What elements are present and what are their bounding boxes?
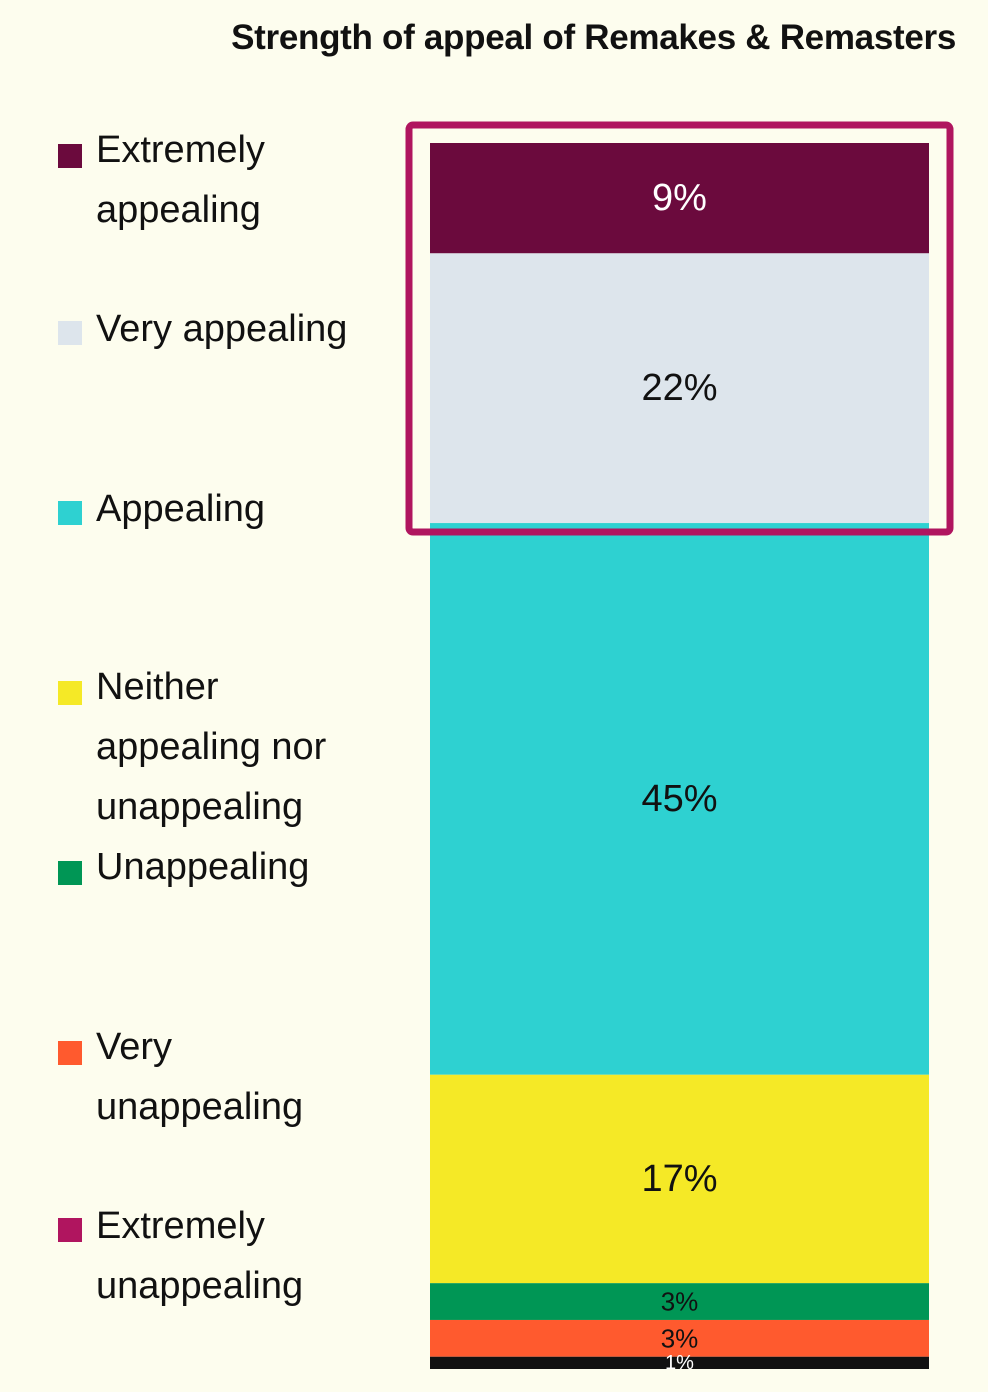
legend-swatch [58, 861, 82, 885]
legend-swatch [58, 681, 82, 705]
bar-segment-6 [430, 1319, 929, 1357]
data-label-2: 22% [641, 367, 717, 409]
data-label-3: 45% [641, 778, 717, 820]
legend-label: Neither appealing nor unappealing [96, 666, 327, 828]
legend-swatch [58, 501, 82, 525]
bar-segment-4 [430, 1074, 929, 1284]
legend-label: Extremely unappealing [96, 1205, 304, 1307]
legend-label: Very appealing [96, 308, 348, 350]
bar-segment-1 [430, 143, 929, 254]
legend-swatch [58, 144, 82, 168]
legend-label: Appealing [96, 488, 266, 530]
bar-segment-2 [430, 253, 929, 524]
bar-segment-7 [430, 1356, 929, 1369]
legend-label: Unappealing [96, 846, 310, 888]
legend-label: Very unappealing [96, 1026, 304, 1128]
bar-segment-5 [430, 1283, 929, 1320]
legend-swatch [58, 1041, 82, 1065]
legend-label: Extremely appealing [96, 129, 265, 231]
data-label-5: 3% [661, 1287, 699, 1317]
data-label-4: 17% [641, 1158, 717, 1200]
legend-swatch [58, 321, 82, 345]
data-label-6: 3% [661, 1323, 699, 1353]
highlight-box [405, 121, 954, 536]
bar-segment-3 [430, 523, 929, 1075]
legend-swatch [58, 1218, 82, 1242]
data-label-7: 1% [665, 1352, 694, 1374]
chart-title: Strength of appeal of Remakes & Remaster… [231, 18, 956, 57]
data-label-1: 9% [652, 177, 707, 219]
